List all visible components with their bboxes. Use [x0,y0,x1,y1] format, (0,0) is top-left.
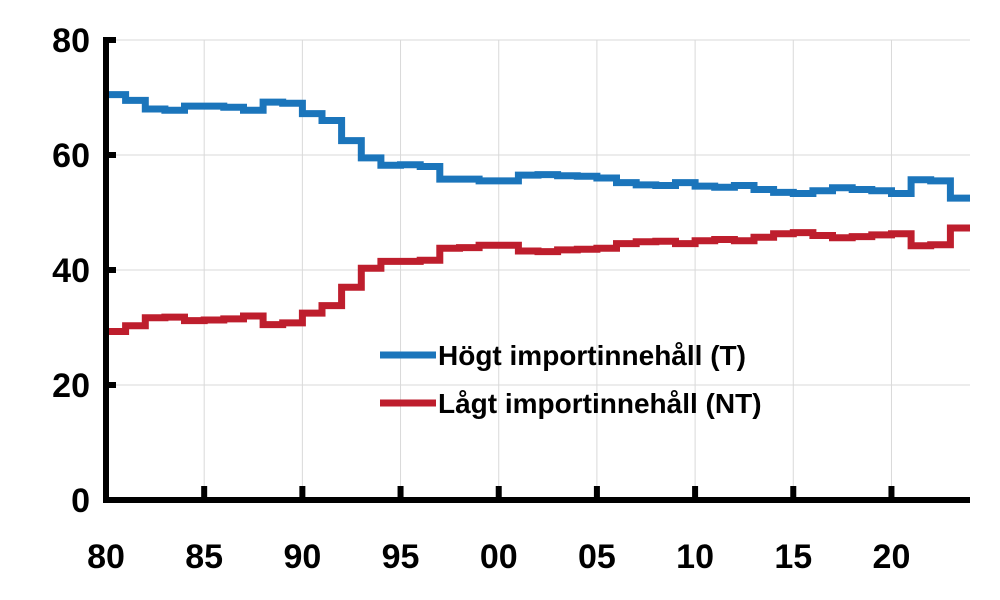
y-tick-label: 60 [52,137,90,175]
legend: Högt importinnehåll (T) Lågt importinnehå… [380,340,762,419]
x-tick-label: 00 [480,538,518,576]
y-tick-label: 20 [52,367,90,405]
y-tick-label: 0 [71,482,90,520]
series-lines [106,91,970,335]
x-tick-label: 15 [774,538,812,576]
x-tick-label: 05 [578,538,616,576]
y-tick-label: 80 [52,22,90,60]
x-tick-label: 95 [382,538,420,576]
axes [103,37,970,503]
y-tick-label: 40 [52,252,90,290]
x-tick-label: 85 [185,538,223,576]
series-line-1 [106,91,970,202]
x-tick-label: 10 [676,538,714,576]
series-line-2 [106,224,970,335]
x-tick-label: 90 [283,538,321,576]
x-tick-label: 80 [87,538,125,576]
legend-label: Högt importinnehåll (T) [438,340,746,371]
x-tick-label: 20 [873,538,911,576]
tick-labels: 0 20 40 60 80 80 85 90 95 00 05 10 15 20 [52,22,910,576]
legend-label: Lågt importinnehåll (NT) [438,388,762,419]
